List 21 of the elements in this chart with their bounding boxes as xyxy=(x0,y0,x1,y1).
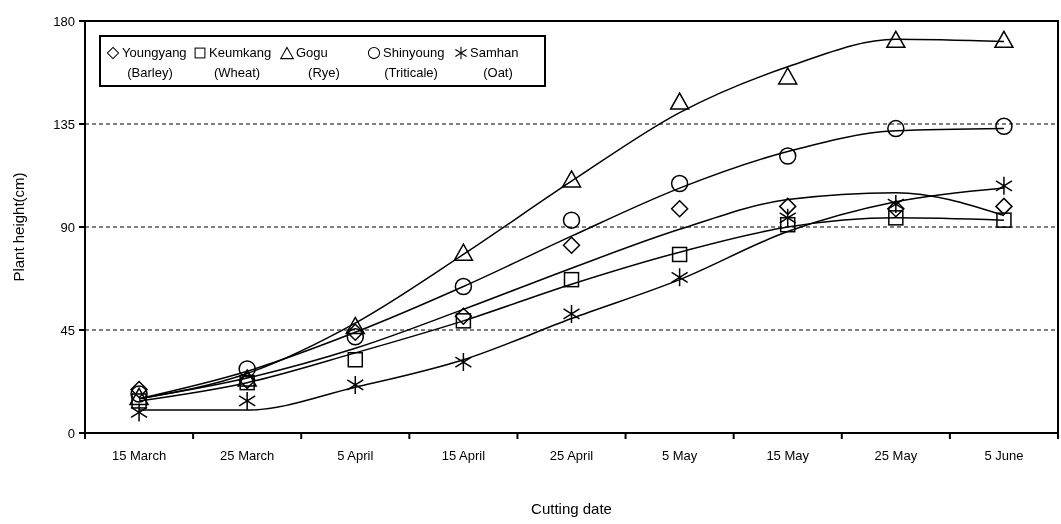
legend-label: Youngyang (Barley) xyxy=(122,45,187,80)
x-tick-label: 25 May xyxy=(874,448,918,463)
y-tick-label: 0 xyxy=(67,425,75,441)
legend-label: Gogu (Rye) xyxy=(296,45,340,80)
x-tick-label: 25 March xyxy=(220,448,275,463)
legend-label: Shinyoung (Triticale) xyxy=(383,45,445,80)
y-tick-label: 90 xyxy=(60,219,75,235)
y-axis-title: Plant height(cm) xyxy=(10,172,27,282)
legend-label: Keumkang (Wheat) xyxy=(209,45,272,80)
x-tick-label: 5 June xyxy=(984,448,1024,463)
legend-label: Samhan (Oat) xyxy=(470,45,519,80)
x-tick-label: 15 April xyxy=(441,448,486,463)
x-tick-label: 15 March xyxy=(111,448,167,463)
x-tick-label: 15 May xyxy=(766,448,810,463)
y-tick-label: 180 xyxy=(53,13,75,29)
x-tick-label: 25 April xyxy=(549,448,594,463)
y-tick-label: 45 xyxy=(60,322,75,338)
x-axis-title: Cutting date xyxy=(531,500,612,517)
x-tick-label: 5 May xyxy=(661,448,698,463)
y-tick-label: 135 xyxy=(53,116,75,132)
x-tick-label: 5 April xyxy=(337,448,374,463)
